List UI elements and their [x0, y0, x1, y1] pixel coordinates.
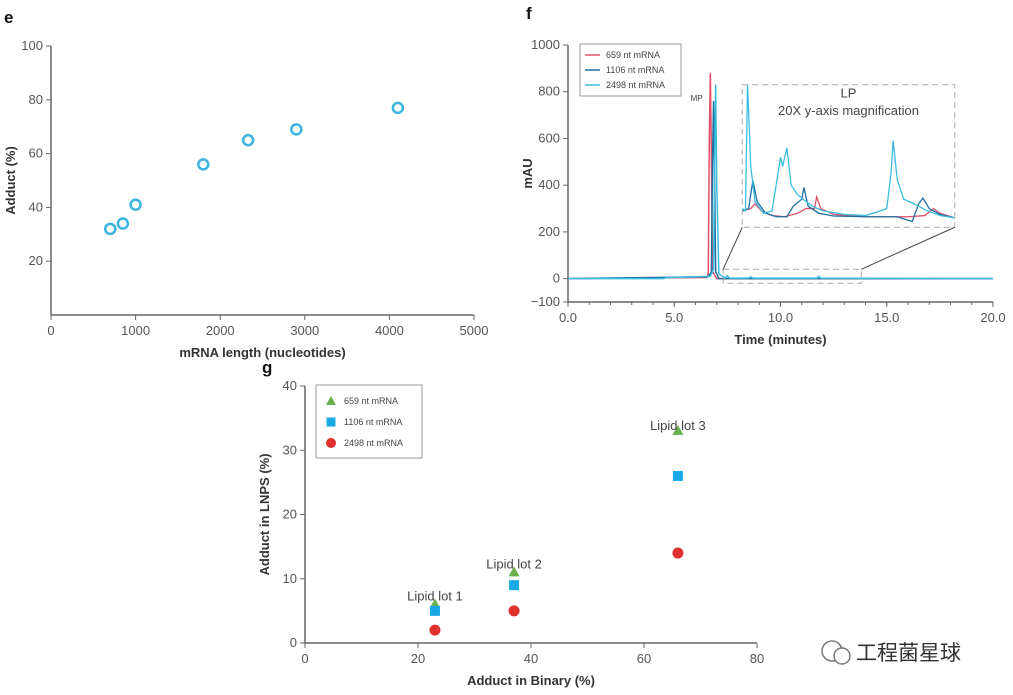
- g-y-tick-label: 0: [290, 635, 297, 650]
- e-x-tick-label: 3000: [290, 323, 319, 338]
- watermark: 工程菌星球: [821, 640, 961, 665]
- f-x-tick-label: 5.0: [665, 310, 683, 325]
- g-x-tick-label: 60: [637, 651, 651, 666]
- f-inset-box: [741, 84, 956, 228]
- f-y-tick-label: −100: [531, 294, 560, 309]
- e-y-tick-label: 40: [29, 199, 43, 214]
- g-y-tick-label: 30: [283, 442, 297, 457]
- g-legend-label: 659 nt mRNA: [344, 396, 398, 406]
- f-legend-label: 1106 nt mRNA: [606, 65, 664, 75]
- f-x-tick-label: 10.0: [768, 310, 793, 325]
- f-zoom-region-box: [722, 268, 862, 284]
- e-x-tick-label: 4000: [375, 323, 404, 338]
- g-annotation-lipid-lot-2: Lipid lot 2: [486, 556, 542, 571]
- g-y-axis-label: Adduct in LNPS (%): [257, 453, 272, 575]
- f-x-axis-label: Time (minutes): [734, 332, 826, 347]
- panel-g: 0 20 40 60 80 0 10 20 30 40 Adduct in Binary (%) Ad…: [257, 378, 764, 688]
- f-legend-label: 2498 nt mRNA: [606, 80, 665, 90]
- f-inset-subtitle: 20X y-axis magnification: [778, 103, 919, 118]
- f-y-tick-label: 400: [538, 177, 560, 192]
- f-inset-title: LP: [841, 86, 857, 101]
- g-x-tick-label: 40: [524, 651, 538, 666]
- panel-label-e: e: [4, 8, 13, 27]
- g-x-tick-label: 20: [411, 651, 425, 666]
- f-series-line-3: [568, 84, 994, 280]
- g-y-tick-label: 40: [283, 378, 297, 393]
- f-x-tick-label: 20.0: [980, 310, 1005, 325]
- e-y-tick-label: 20: [29, 253, 43, 268]
- g-data-point-square: [672, 470, 683, 481]
- e-data-point: [391, 101, 405, 115]
- f-inset-line-2: [742, 180, 955, 223]
- g-legend-swatch-square: [326, 417, 336, 427]
- g-y-tick-label: 10: [283, 571, 297, 586]
- f-inset-line-3: [741, 84, 955, 219]
- g-legend-label: 1106 nt mRNA: [344, 417, 402, 427]
- f-zoom-arrow-right: [861, 226, 955, 270]
- g-annotation-lipid-lot-3: Lipid lot 3: [650, 418, 706, 433]
- e-data-point: [241, 133, 255, 147]
- g-data-point-square: [429, 605, 440, 616]
- e-y-axis-label: Adduct (%): [3, 146, 18, 215]
- e-data-point: [116, 217, 130, 230]
- g-data-point-triangle: [672, 424, 684, 435]
- e-x-tick-label: 0: [47, 323, 54, 338]
- f-series-line-2: [567, 101, 993, 280]
- f-y-tick-label: 800: [538, 84, 560, 99]
- panel-label-f: f: [526, 4, 532, 23]
- g-annotation-lipid-lot-1: Lipid lot 1: [407, 588, 463, 603]
- e-y-tick-label: 80: [29, 92, 43, 107]
- e-y-tick-label: 60: [29, 146, 43, 161]
- g-legend-label: 2498 nt mRNA: [344, 438, 403, 448]
- f-zoom-arrow-left: [722, 227, 743, 270]
- panel-label-g: g: [262, 358, 272, 377]
- f-y-tick-label: 1000: [531, 37, 560, 52]
- g-data-point-square: [509, 580, 520, 591]
- e-data-point: [197, 158, 210, 171]
- e-data-point: [129, 198, 142, 211]
- g-data-point-triangle: [508, 566, 520, 577]
- e-x-tick-label: 1000: [121, 323, 150, 338]
- panel-e: 0 1000 2000 3000 4000 5000 20 40 60 80 100 mRNA len…: [3, 38, 488, 360]
- e-x-tick-label: 2000: [206, 323, 235, 338]
- g-data-point-circle: [672, 547, 684, 559]
- g-x-tick-label: 0: [301, 651, 308, 666]
- e-data-point: [290, 123, 303, 136]
- g-data-point-circle: [429, 624, 441, 636]
- f-legend-label: 659 nt mRNA: [606, 50, 660, 60]
- e-x-tick-label: 5000: [460, 323, 489, 338]
- e-x-axis-label: mRNA length (nucleotides): [179, 345, 345, 360]
- g-legend-swatch-circle: [326, 438, 336, 448]
- f-x-tick-label: 0.0: [559, 310, 577, 325]
- f-y-tick-label: 0: [553, 271, 560, 286]
- g-y-tick-label: 20: [283, 507, 297, 522]
- g-x-tick-label: 80: [750, 651, 764, 666]
- e-data-point: [103, 222, 117, 236]
- f-y-tick-label: 200: [538, 224, 560, 239]
- e-y-tick-label: 100: [21, 38, 43, 53]
- f-mp-label: MP: [691, 94, 703, 103]
- g-x-axis-label: Adduct in Binary (%): [467, 673, 595, 688]
- f-y-axis-label: mAU: [520, 158, 535, 188]
- panel-f: 0.0 5.0 10.0 15.0 20.0 −100 0 200 400 600 800 1000 T…: [520, 37, 1006, 347]
- f-x-tick-label: 15.0: [874, 310, 899, 325]
- g-data-point-circle: [508, 605, 520, 617]
- f-y-tick-label: 600: [538, 130, 560, 145]
- g-legend-swatch-triangle: [326, 396, 336, 405]
- watermark-text: 工程菌星球: [856, 642, 961, 665]
